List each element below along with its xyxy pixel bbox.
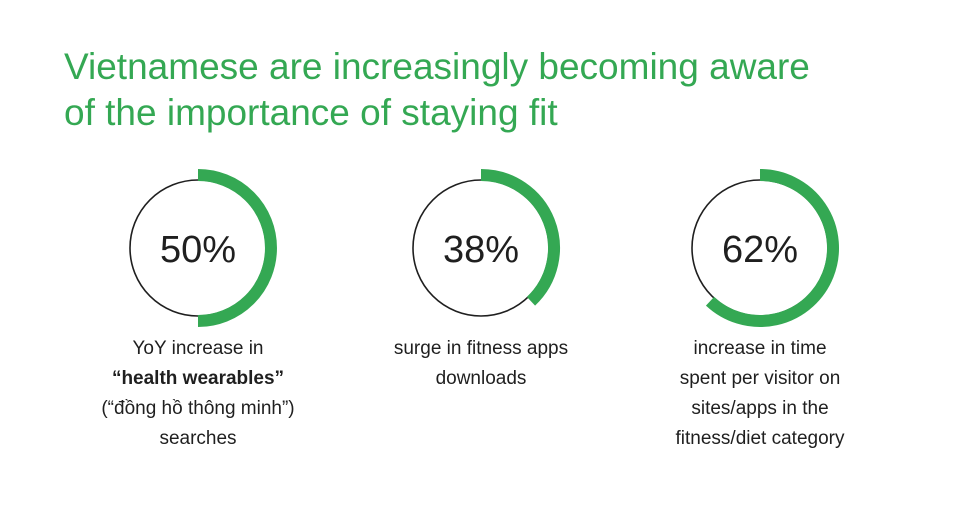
caption-line: YoY increase in xyxy=(132,338,264,359)
caption-line: (“đồng hồ thông minh”) xyxy=(101,398,295,419)
caption-line: spent per visitor on xyxy=(679,368,841,389)
stat-caption-time-spent: increase in time spent per visitor on si… xyxy=(620,334,900,454)
donut-arc-health-wearables xyxy=(197,169,277,327)
page-title: Vietnamese are increasingly becoming awa… xyxy=(64,44,944,136)
stat-caption-health-wearables: YoY increase in “health wearables” (“đồn… xyxy=(58,334,338,454)
donut-label-fitness-apps: 38% xyxy=(443,229,519,271)
donut-chart-fitness-apps: 38% xyxy=(412,169,560,317)
caption-line: searches xyxy=(159,428,237,449)
stat-health-wearables: 50% YoY increase in “health wearables” (… xyxy=(58,168,338,454)
donut-arc-fitness-apps xyxy=(480,169,560,306)
title-line-2: of the importance of staying fit xyxy=(64,92,558,133)
donut-chart-time-spent: 62% xyxy=(691,169,839,327)
stat-fitness-apps: 38% surge in fitness apps downloads xyxy=(341,168,621,394)
caption-line: downloads xyxy=(435,368,527,389)
caption-line: sites/apps in the xyxy=(691,398,829,419)
stat-time-spent: 62% increase in time spent per visitor o… xyxy=(620,168,900,454)
caption-line: fitness/diet category xyxy=(675,428,845,449)
donut-arc-time-spent xyxy=(705,169,839,327)
caption-line-highlight: “health wearables” xyxy=(111,368,285,389)
caption-line: surge in fitness apps xyxy=(393,338,569,359)
title-line-1: Vietnamese are increasingly becoming awa… xyxy=(64,46,810,87)
donut-label-time-spent: 62% xyxy=(722,229,798,271)
donut-label-health-wearables: 50% xyxy=(160,229,236,271)
stat-caption-fitness-apps: surge in fitness apps downloads xyxy=(341,334,621,394)
donut-chart-health-wearables: 50% xyxy=(129,169,277,327)
caption-line: increase in time xyxy=(693,338,827,359)
